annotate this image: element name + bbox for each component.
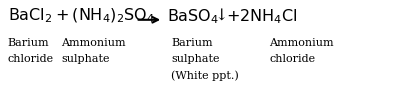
Text: sulphate: sulphate <box>171 54 219 64</box>
Text: $\mathrm{+ 2NH_4Cl}$: $\mathrm{+ 2NH_4Cl}$ <box>226 7 298 26</box>
Text: Barium: Barium <box>8 38 50 48</box>
Text: Barium: Barium <box>171 38 213 48</box>
Text: sulphate: sulphate <box>61 54 109 64</box>
Text: Ammonium: Ammonium <box>269 38 334 48</box>
Text: $\mathrm{BaSO_4}$: $\mathrm{BaSO_4}$ <box>167 7 219 26</box>
Text: (White ppt.): (White ppt.) <box>171 70 239 81</box>
Text: $\mathrm{BaCl_2 + (NH_4)_2SO_4}$: $\mathrm{BaCl_2 + (NH_4)_2SO_4}$ <box>8 7 155 25</box>
Text: Ammonium: Ammonium <box>61 38 125 48</box>
Text: ↓: ↓ <box>214 7 228 24</box>
Text: chloride: chloride <box>8 54 54 64</box>
Text: chloride: chloride <box>269 54 315 64</box>
